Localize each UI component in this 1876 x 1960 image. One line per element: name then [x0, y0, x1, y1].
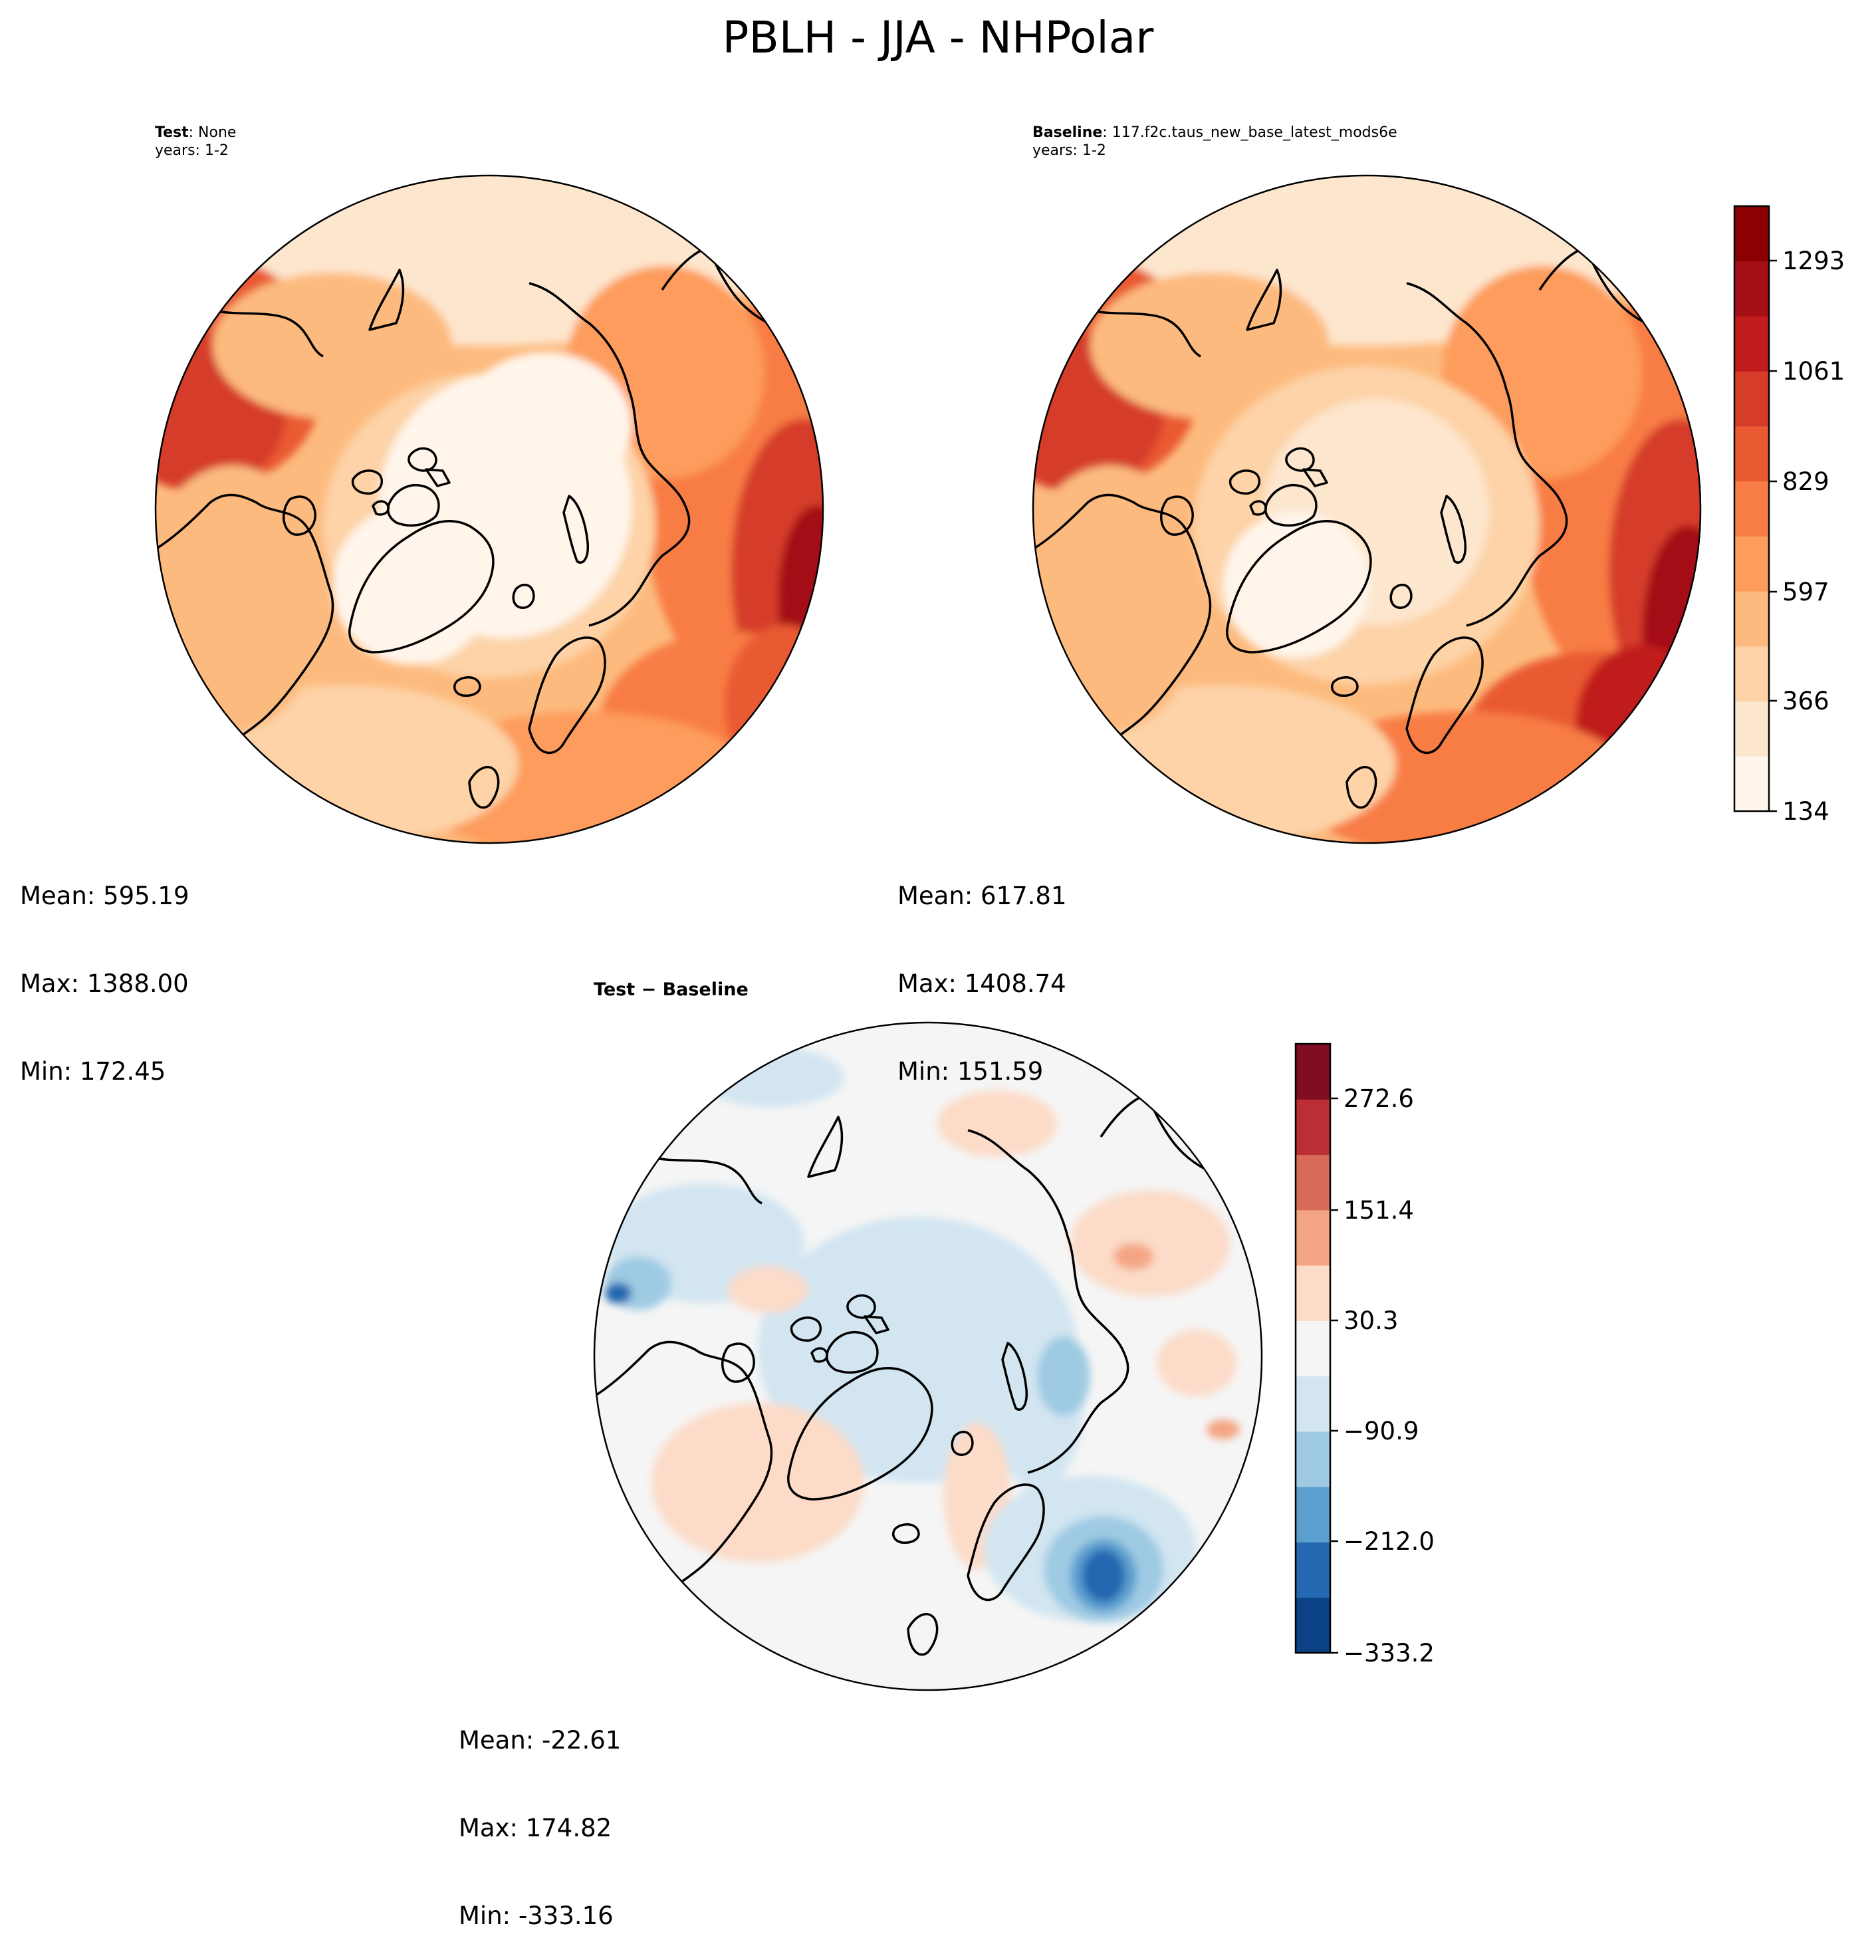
test-map [154, 174, 824, 844]
diff-colorbar-swatch [1296, 1431, 1330, 1487]
baseline-colorbar-tick-label: 597 [1782, 578, 1829, 606]
baseline-colorbar-swatch [1734, 646, 1769, 702]
baseline-min: Min: 151.59 [897, 1057, 1044, 1086]
diff-colorbar-tick-label: 30.3 [1344, 1306, 1398, 1335]
baseline-colorbar-swatch [1734, 536, 1769, 592]
diff-stats: Mean: -22.61 Max: 174.82 Min: -333.16 [459, 1667, 621, 1960]
test-max: Max: 1388.00 [20, 969, 189, 998]
diff-colorbar-swatch [1296, 1209, 1330, 1266]
baseline-panel-title: Baseline: 117.f2c.taus_new_base_latest_m… [1032, 124, 1397, 160]
diff-colorbar-swatch [1296, 1265, 1330, 1321]
diff-colorbar-tick-label: −333.2 [1344, 1639, 1435, 1667]
diff-colorbar-swatch [1296, 1487, 1330, 1542]
baseline-colorbar-tick-label: 1293 [1782, 247, 1845, 275]
test-years: years: 1-2 [155, 142, 229, 159]
diff-colorbar-swatch [1296, 1044, 1330, 1100]
baseline-colorbar-tick-label: 1061 [1782, 357, 1845, 386]
baseline-case-name: : 117.f2c.taus_new_base_latest_mods6e [1102, 124, 1397, 141]
baseline-colorbar-tick-label: 366 [1782, 687, 1829, 715]
diff-colorbar-swatch [1296, 1542, 1330, 1598]
diff-colorbar-swatch [1296, 1376, 1330, 1432]
baseline-max: Max: 1408.74 [897, 969, 1066, 998]
baseline-colorbar-swatch [1734, 701, 1769, 757]
diff-map [593, 1021, 1263, 1691]
baseline-colorbar-swatch [1734, 316, 1769, 372]
diff-colorbar-frame [1294, 1042, 1332, 1654]
diff-title-sep: − [635, 979, 663, 1000]
diff-colorbar-tick-label: 151.4 [1344, 1196, 1414, 1225]
baseline-colorbar-swatch [1734, 481, 1769, 537]
baseline-years: years: 1-2 [1032, 142, 1106, 159]
diff-colorbar-tick-label: 272.6 [1344, 1084, 1414, 1113]
diff-max: Max: 174.82 [459, 1814, 612, 1842]
diff-colorbar-swatch [1296, 1320, 1330, 1377]
baseline-colorbar-swatch [1734, 426, 1769, 482]
test-label: Test [155, 124, 189, 141]
figure-canvas: 134 366 597 829 1061 1293 [154, 174, 1845, 1691]
baseline-mean: Mean: 617.81 [897, 882, 1067, 910]
baseline-label: Baseline [1032, 124, 1103, 141]
baseline-stats: Mean: 617.81 Max: 1408.74 Min: 151.59 [897, 823, 1067, 1116]
diff-panel-title: Test − Baseline [594, 979, 749, 1000]
diff-title-test: Test [594, 979, 636, 1000]
diff-colorbar: 272.6 151.4 30.3 −90.9 −212.0 −333.2 [1294, 1042, 1435, 1667]
baseline-map [1032, 174, 1702, 844]
figure-title: PBLH - JJA - NHPolar [722, 12, 1154, 63]
baseline-colorbar-swatch [1734, 371, 1769, 427]
diff-colorbar-swatch [1296, 1099, 1330, 1156]
test-min: Min: 172.45 [20, 1057, 166, 1086]
baseline-colorbar-swatch [1734, 261, 1769, 316]
baseline-colorbar: 134 366 597 829 1061 1293 [1733, 205, 1845, 826]
diff-colorbar-tick-label: −90.9 [1344, 1417, 1419, 1445]
baseline-colorbar-swatch [1734, 206, 1769, 262]
baseline-colorbar-frame [1733, 205, 1770, 812]
test-mean: Mean: 595.19 [20, 882, 189, 910]
diff-min: Min: -333.16 [459, 1901, 614, 1930]
diff-mean: Mean: -22.61 [459, 1726, 622, 1755]
baseline-colorbar-tick-label: 829 [1782, 467, 1829, 496]
diff-title-baseline: Baseline [662, 979, 749, 1000]
test-stats: Mean: 595.19 Max: 1388.00 Min: 172.45 [20, 823, 189, 1116]
baseline-colorbar-tick-label: 134 [1782, 797, 1829, 826]
baseline-colorbar-swatch [1734, 756, 1769, 812]
diff-colorbar-swatch [1296, 1597, 1330, 1654]
test-case-name: : None [188, 124, 237, 141]
diff-colorbar-swatch [1296, 1154, 1330, 1211]
test-panel-title: Test: None years: 1-2 [155, 124, 236, 160]
baseline-colorbar-swatch [1734, 591, 1769, 647]
diff-colorbar-tick-label: −212.0 [1344, 1527, 1435, 1556]
